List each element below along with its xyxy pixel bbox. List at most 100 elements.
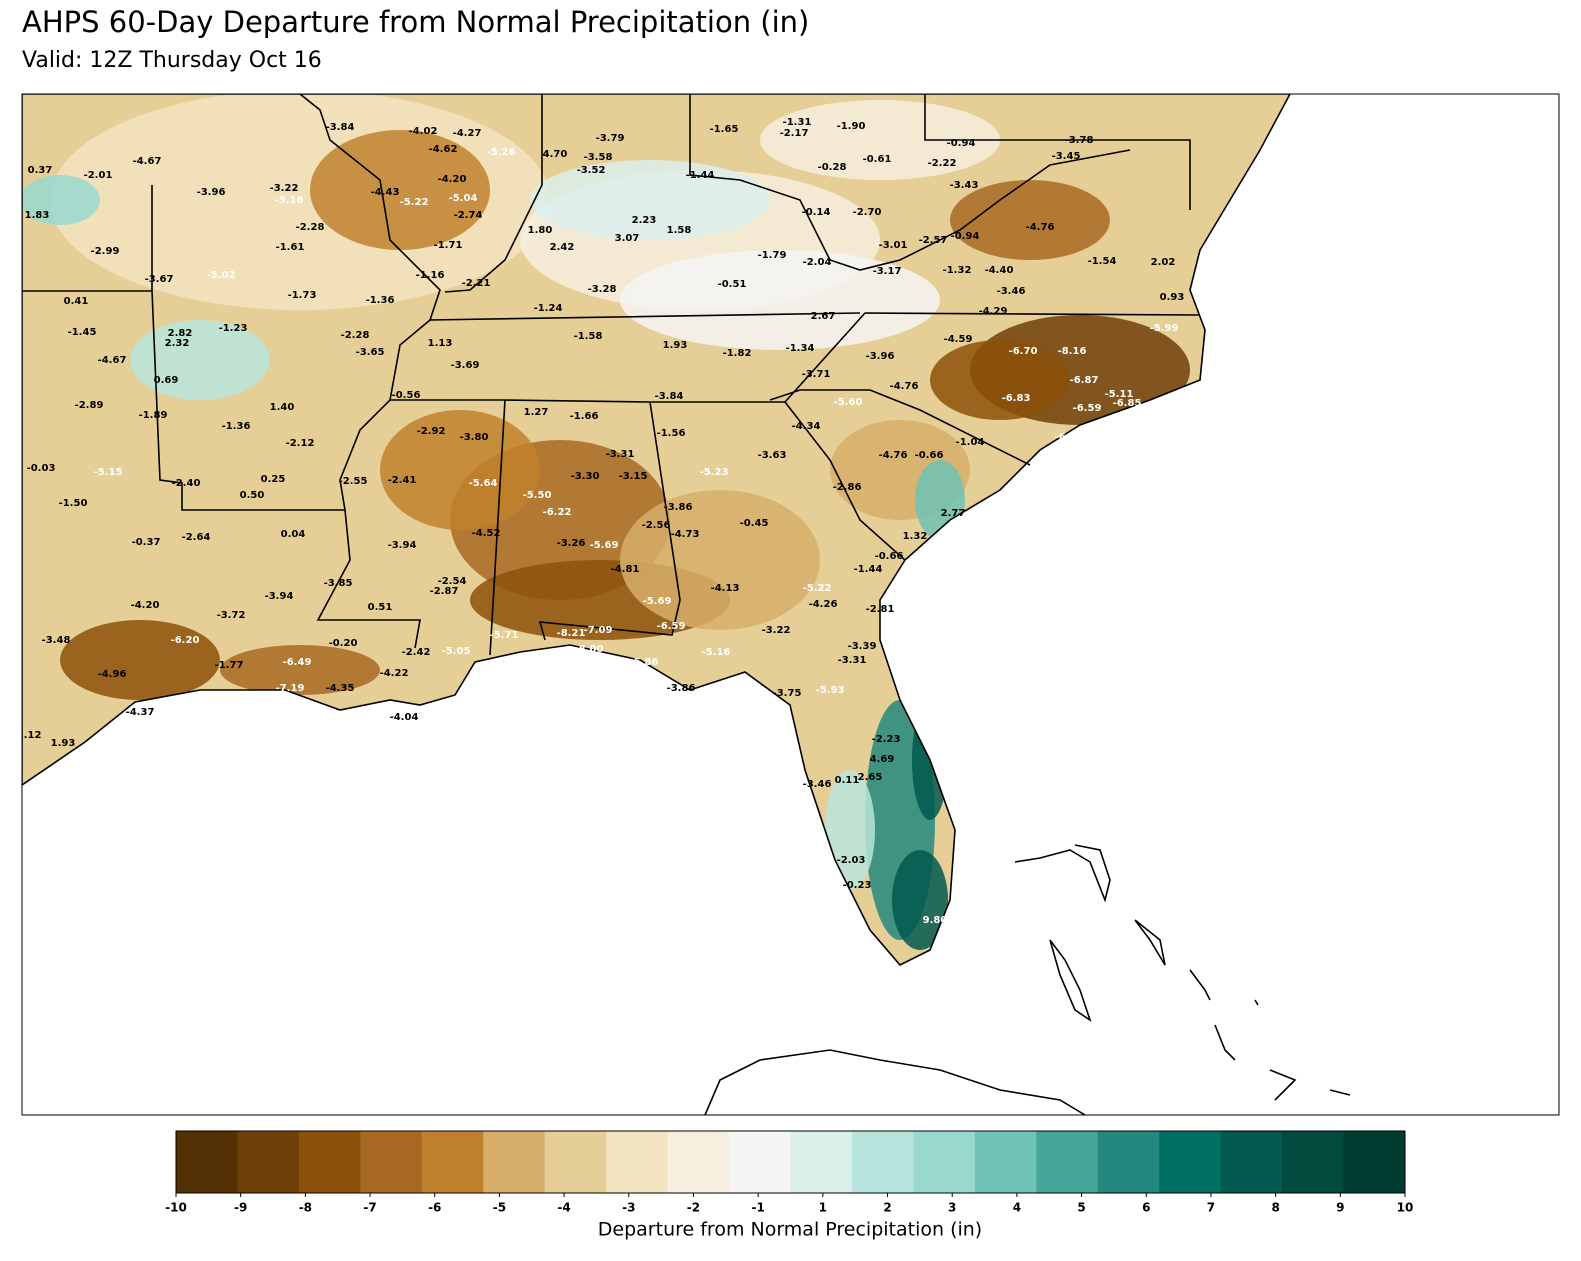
shade-region	[620, 490, 820, 630]
shade-region	[950, 180, 1110, 260]
colorbar-label: Departure from Normal Precipitation (in)	[598, 1219, 982, 1241]
colorbar-frame	[175, 1130, 1406, 1194]
station-value: -1.32	[943, 265, 972, 276]
station-value: -3.96	[197, 187, 226, 198]
colorbar-swatch	[606, 1131, 669, 1193]
station-value: 2.77	[941, 508, 966, 519]
station-value: -2.74	[454, 210, 483, 221]
station-value: -8.00	[575, 644, 604, 655]
shade-region	[60, 620, 220, 700]
station-value: 2.23	[632, 215, 657, 226]
station-value: -3.22	[762, 625, 791, 636]
station-value: -0.66	[915, 450, 944, 461]
station-value: -6.59	[1073, 403, 1102, 414]
station-value: 0.41	[64, 296, 89, 307]
station-value: -3.86	[667, 683, 696, 694]
station-value: -3.86	[664, 502, 693, 513]
station-value: -3.84	[326, 122, 355, 133]
station-value: 1.40	[270, 402, 295, 413]
station-value: -2.22	[928, 158, 957, 169]
station-value: 0.04	[281, 529, 306, 540]
station-value: -4.22	[380, 668, 409, 679]
station-value: -5.15	[94, 467, 123, 478]
colorbar-tick-label: -7	[363, 1201, 376, 1215]
station-value: -3.80	[460, 432, 489, 443]
colorbar-tick-label: -2	[687, 1201, 700, 1215]
station-value: -2.28	[341, 330, 370, 341]
station-value: -1.66	[570, 411, 599, 422]
station-value: 1.32	[903, 531, 928, 542]
colorbar-tick-label: -10	[165, 1201, 187, 1215]
station-value: -0.03	[27, 463, 56, 474]
station-value: -4.35	[326, 683, 355, 694]
station-value: -1.58	[574, 331, 603, 342]
station-value: -6.70	[1009, 346, 1038, 357]
station-value: -1.36	[366, 295, 395, 306]
colorbar-tick-label: 9	[1336, 1201, 1344, 1215]
station-value: -2.99	[91, 246, 120, 257]
station-value: -3.67	[145, 274, 174, 285]
station-value: -1.61	[276, 242, 305, 253]
station-value: -3.63	[758, 450, 787, 461]
station-value: -2.81	[866, 604, 895, 615]
station-value: -3.30	[571, 471, 600, 482]
station-value: -5.64	[469, 478, 498, 489]
station-value: -0.23	[843, 880, 872, 891]
station-value: -1.04	[956, 437, 985, 448]
station-value: -1.73	[288, 290, 317, 301]
station-value: -6.20	[171, 635, 200, 646]
shade-region	[22, 175, 100, 225]
station-value: 0.25	[261, 474, 286, 485]
station-value: -3.65	[356, 347, 385, 358]
station-value: -5.11	[1105, 389, 1134, 400]
station-value: -5.69	[643, 596, 672, 607]
station-value: -0.37	[132, 537, 161, 548]
colorbar-tick-label: 2	[883, 1201, 891, 1215]
station-value: -3.96	[866, 351, 895, 362]
station-value: -4.27	[453, 128, 482, 139]
colorbar-tick-label: 8	[1271, 1201, 1279, 1215]
colorbar-swatch	[1220, 1131, 1283, 1193]
colorbar-swatch	[1097, 1131, 1160, 1193]
station-value: -4.73	[671, 529, 700, 540]
station-value: -4.76	[1026, 222, 1055, 233]
station-value: 0.11	[835, 775, 860, 786]
colorbar-swatch	[176, 1131, 238, 1193]
shade-region	[930, 340, 1070, 420]
station-value: 2.32	[165, 338, 190, 349]
station-value: -5.16	[702, 647, 731, 658]
station-value: -2.12	[286, 438, 315, 449]
station-value: -1.71	[434, 240, 463, 251]
station-value: -2.23	[872, 734, 901, 745]
colorbar-swatch	[851, 1131, 914, 1193]
station-value: -4.67	[98, 355, 127, 366]
station-value: -3.94	[388, 540, 417, 551]
station-value: -3.39	[848, 641, 877, 652]
station-value: -2.92	[417, 426, 446, 437]
station-value: 2.82	[168, 328, 193, 339]
station-value: -5.22	[400, 197, 429, 208]
station-value: -1.90	[837, 121, 866, 132]
station-value: 1.58	[667, 225, 692, 236]
station-value: -3.69	[451, 360, 480, 371]
station-value: -1.16	[416, 270, 445, 281]
station-value: -4.20	[131, 600, 160, 611]
station-value: -2.40	[172, 478, 201, 489]
station-value: 0.93	[1160, 292, 1185, 303]
station-value: -3.58	[584, 152, 613, 163]
station-value: -3.17	[873, 266, 902, 277]
station-value: -0.45	[740, 518, 769, 529]
station-value: -4.13	[711, 583, 740, 594]
station-value: -1.82	[723, 348, 752, 359]
station-value: -4.76	[890, 381, 919, 392]
shade-region	[760, 100, 1000, 180]
station-value: -2.17	[780, 128, 809, 139]
station-value: -3.46	[997, 286, 1026, 297]
station-value: -0.28	[818, 162, 847, 173]
station-value: 0.69	[154, 375, 179, 386]
subtitle: Valid: 12Z Thursday Oct 16	[22, 48, 322, 73]
colorbar-swatch	[298, 1131, 361, 1193]
station-value: -4.02	[409, 126, 438, 137]
station-value: -1.36	[222, 421, 251, 432]
